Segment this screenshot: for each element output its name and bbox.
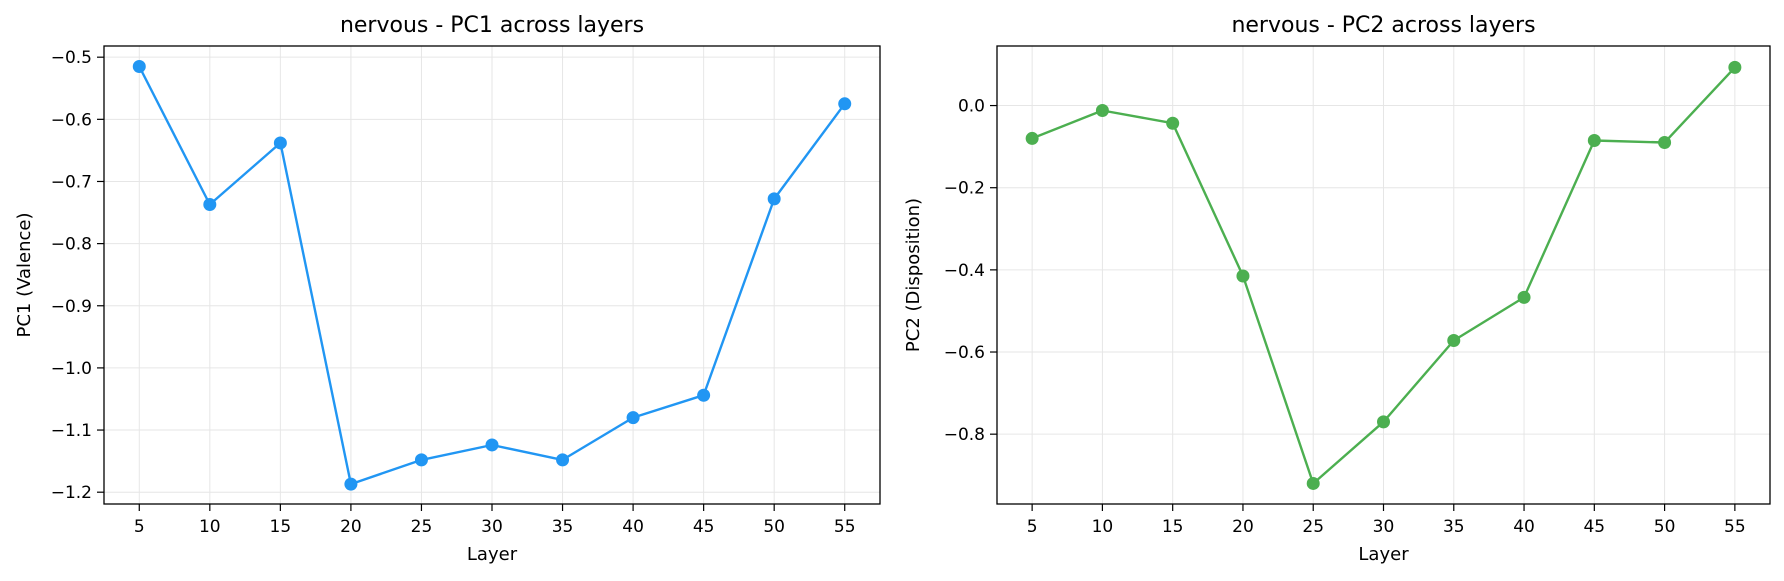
plot-frame-pc2 <box>996 45 1771 505</box>
x-tick-label: 45 <box>1583 517 1605 537</box>
chart-pc1: 5 10 15 20 25 30 35 40 45 50 55 −0.5−0.6−0.7−0.8−0… <box>14 13 881 565</box>
y-tick-label: −0.6 <box>51 110 92 130</box>
data-point <box>1658 136 1672 150</box>
y-axis-label-pc2: PC2 (Disposition) <box>903 198 924 352</box>
data-point <box>485 438 499 452</box>
data-point <box>1236 269 1250 283</box>
y-axis-label-pc1: PC1 (Valence) <box>14 212 35 337</box>
x-tick-label: 40 <box>622 517 644 537</box>
series-pc1 <box>132 60 852 491</box>
y-tick-label: −0.5 <box>51 48 92 68</box>
x-tick-label: 30 <box>481 517 503 537</box>
y-tick-label: −0.7 <box>51 172 92 192</box>
data-point <box>767 192 781 206</box>
data-point <box>1166 116 1180 130</box>
x-tick-label: 15 <box>1162 517 1184 537</box>
grid-pc2 <box>997 46 1770 504</box>
y-tick-label: −1.2 <box>51 483 92 503</box>
x-tick-label: 35 <box>1443 517 1465 537</box>
x-tick-label: 30 <box>1373 517 1395 537</box>
series-pc2 <box>1025 60 1742 490</box>
x-axis-label-pc1: Layer <box>467 544 518 565</box>
x-tick-label: 45 <box>693 517 715 537</box>
x-tick-label: 55 <box>834 517 856 537</box>
y-tick-label: −0.2 <box>944 179 985 199</box>
data-point <box>203 197 217 211</box>
y-tick-label: −0.4 <box>944 261 985 281</box>
y-tick-label: −0.8 <box>51 235 92 255</box>
data-point <box>344 477 358 491</box>
y-tick-label: −1.0 <box>51 359 92 379</box>
data-point <box>414 453 428 467</box>
data-point <box>132 60 146 74</box>
y-tick-label: 0.0 <box>958 97 985 117</box>
data-point <box>1377 415 1390 429</box>
x-tick-label: 50 <box>763 517 785 537</box>
x-tick-label: 20 <box>1232 517 1254 537</box>
x-tick-label: 40 <box>1513 517 1535 537</box>
data-point <box>1587 133 1601 147</box>
x-tick-label: 5 <box>1027 517 1038 537</box>
y-tick-label: −0.8 <box>944 425 985 445</box>
chart-title-pc1: nervous - PC1 across layers <box>340 13 644 38</box>
grid-pc1 <box>104 46 880 504</box>
x-tick-label: 35 <box>552 517 574 537</box>
y-tick-label: −1.1 <box>51 421 92 441</box>
data-point <box>697 388 711 402</box>
x-tick-label: 10 <box>1092 517 1114 537</box>
y-tick-label: −0.6 <box>944 343 985 363</box>
plot-frame-pc1 <box>103 45 881 505</box>
x-axis-label-pc2: Layer <box>1358 544 1409 565</box>
data-point <box>1025 131 1039 145</box>
y-tick-label: −0.9 <box>51 297 92 317</box>
data-point <box>1728 60 1742 74</box>
x-tick-label: 20 <box>340 517 362 537</box>
x-tick-label: 10 <box>199 517 221 537</box>
x-tick-label: 5 <box>134 517 145 537</box>
chart-title-pc2: nervous - PC2 across layers <box>1231 13 1535 38</box>
x-tick-label: 15 <box>270 517 292 537</box>
data-point <box>838 97 852 111</box>
y-ticks-pc1: −0.5 −0.6 −0.7 −0.8 −0.9 −1.0 −1.1 −1.2 <box>51 48 104 503</box>
data-point <box>273 136 287 150</box>
data-point <box>1517 290 1531 304</box>
x-tick-label: 25 <box>1302 517 1324 537</box>
x-ticks-pc2: 5 10 15 20 25 30 35 40 45 50 55 <box>1027 504 1746 537</box>
x-ticks-pc1: 5 10 15 20 25 30 35 40 45 50 55 <box>134 504 856 537</box>
y-ticks-pc2: 0.0 −0.2 −0.4 −0.6 −0.8 <box>944 97 997 445</box>
data-point <box>1447 334 1461 348</box>
x-tick-label: 50 <box>1654 517 1676 537</box>
data-point <box>1306 476 1320 490</box>
data-point <box>556 453 570 467</box>
x-tick-label: 55 <box>1724 517 1746 537</box>
data-point <box>1095 103 1109 117</box>
data-point <box>626 411 640 425</box>
chart-pc2: 5 10 15 20 25 30 35 40 45 50 55 0.0 −0.2 −0.4 −0.6 −0.… <box>903 13 1771 565</box>
x-tick-label: 25 <box>411 517 433 537</box>
